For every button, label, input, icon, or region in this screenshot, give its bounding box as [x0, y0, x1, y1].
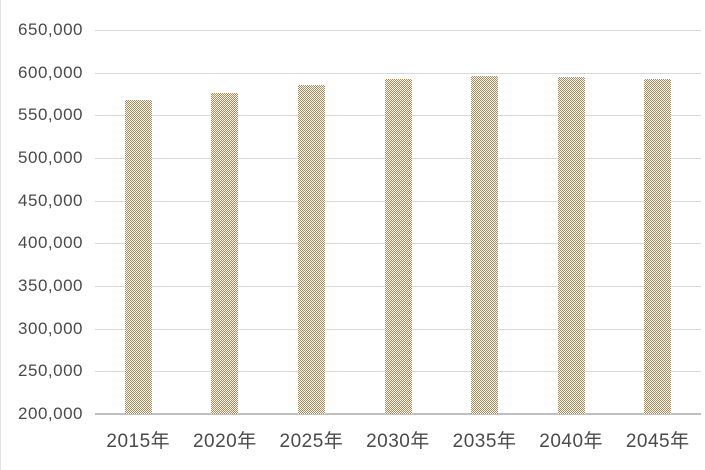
- y-tick-label: 250,000: [18, 361, 83, 381]
- plot-area: [95, 30, 701, 415]
- x-tick-label: 2030年: [366, 431, 430, 452]
- y-tick-label: 400,000: [18, 233, 83, 253]
- x-tick-label: 2020年: [192, 431, 257, 452]
- x-tick-label: 2015年: [106, 431, 171, 452]
- y-tick-label: 200,000: [18, 404, 83, 423]
- gridline: [95, 72, 701, 74]
- bar-2045年: [644, 78, 672, 414]
- bar-2020年: [211, 93, 239, 414]
- y-tick-label: 300,000: [18, 318, 83, 338]
- bar-2030年: [384, 78, 412, 414]
- y-tick-label: 500,000: [18, 148, 83, 167]
- x-tick-label: 2045年: [625, 431, 690, 452]
- bar-2025年: [297, 84, 325, 414]
- x-axis-line: [95, 413, 701, 415]
- y-tick-label: 350,000: [18, 276, 83, 295]
- x-tick-label: 2040年: [539, 431, 604, 452]
- bar-2035年: [471, 76, 499, 414]
- bar-2040年: [557, 76, 585, 414]
- x-tick-label: 2035年: [452, 431, 517, 452]
- y-axis: 650,000 600,000 550,000 500,000 450,000 400,0…: [1, 20, 83, 423]
- x-tick-label: 2025年: [279, 431, 344, 452]
- x-axis: 2015年 2020年 2025年 2030年 2035年 2040年 2045年: [95, 414, 701, 464]
- bar-2015年: [124, 99, 152, 414]
- y-tick-label: 600,000: [18, 62, 83, 82]
- y-tick-label: 550,000: [18, 105, 83, 125]
- y-tick-label: 650,000: [18, 20, 83, 39]
- gridline: [95, 30, 701, 31]
- y-tick-label: 450,000: [18, 190, 83, 210]
